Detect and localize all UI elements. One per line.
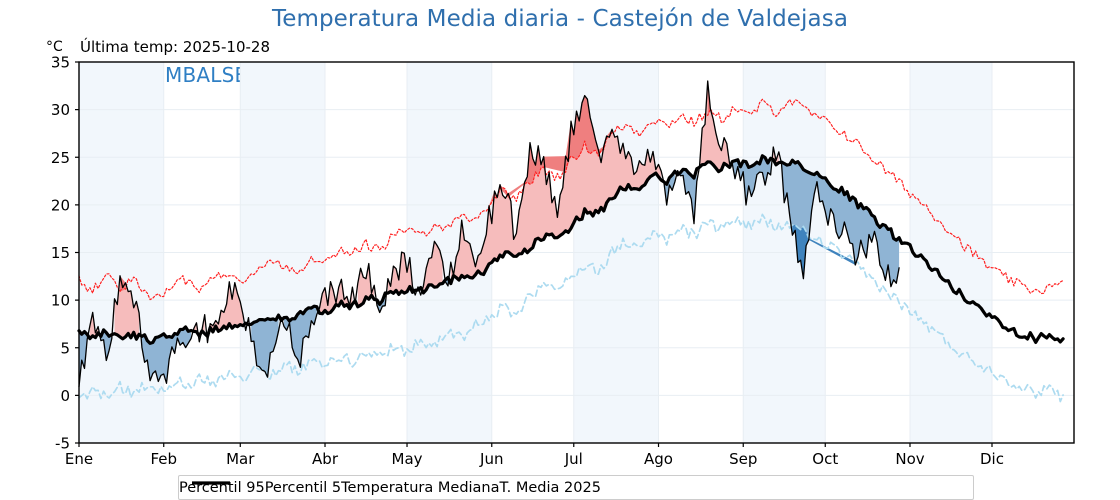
deviation-fill	[79, 330, 88, 387]
x-axis-tick-label: Mar	[226, 450, 255, 468]
deviation-fill	[732, 155, 771, 205]
deviation-fill	[664, 171, 675, 206]
deviation-fill	[284, 306, 317, 368]
y-axis-tick-label: 25	[51, 149, 70, 167]
x-axis-tick-label: Nov	[895, 450, 924, 468]
legend-line-icon	[192, 482, 230, 484]
deviation-fill	[210, 281, 243, 332]
y-axis-tick-label: 10	[51, 292, 70, 310]
legend-item-label: T. Media 2025	[499, 479, 601, 496]
y-axis-tick-label: 15	[51, 244, 70, 262]
x-axis-tick-label: Jun	[479, 450, 503, 468]
deviation-fill	[251, 315, 279, 378]
page-title: Temperatura Media diaria - Castejón de V…	[271, 6, 849, 32]
deviation-fill	[387, 252, 413, 295]
x-axis-tick-label: Jul	[564, 450, 583, 468]
y-axis-unit-label: °C	[46, 39, 63, 55]
legend-item[interactable]: T. Media 2025	[192, 476, 601, 499]
legend-item-label: Temperatura Mediana	[341, 479, 500, 496]
series-t-media-2025	[78, 80, 900, 388]
series-temperatura-mediana	[77, 154, 1065, 345]
last-temp-subtitle: Última temp: 2025-10-28	[80, 38, 271, 56]
y-axis-tick-label: 0	[60, 387, 70, 405]
x-axis-tick-label: May	[392, 450, 423, 468]
legend-item[interactable]: Temperatura Mediana	[192, 476, 500, 499]
x-axis-tick-label: Oct	[812, 450, 838, 468]
deviation-fill	[489, 95, 612, 208]
deviation-fill	[781, 160, 900, 287]
series-percentil-95	[78, 98, 1064, 301]
deviation-fill	[423, 241, 443, 293]
y-axis-tick-label: 35	[51, 54, 70, 72]
y-axis-tick-label: 30	[51, 101, 70, 119]
y-axis-tick-label: -5	[55, 435, 70, 453]
deviation-fill	[450, 95, 662, 284]
y-axis-tick-label: 20	[51, 196, 70, 214]
legend-item-label: Percentil 5	[264, 479, 342, 496]
x-axis-tick-label: Feb	[150, 450, 177, 468]
x-axis-tick-label: Ago	[644, 450, 673, 468]
y-axis-tick-label: 5	[60, 339, 70, 357]
x-axis-tick-label: Dic	[980, 450, 1004, 468]
chart-legend: Percentil 95 Percentil 5 Temperatura Media…	[178, 475, 974, 500]
x-axis-tick-label: Ene	[65, 450, 93, 468]
legend-item[interactable]: Percentil 5	[192, 476, 342, 499]
x-axis-tick-label: Abr	[312, 450, 339, 468]
series-percentil-5	[78, 213, 1064, 403]
x-axis-tick-label: Sep	[729, 450, 757, 468]
